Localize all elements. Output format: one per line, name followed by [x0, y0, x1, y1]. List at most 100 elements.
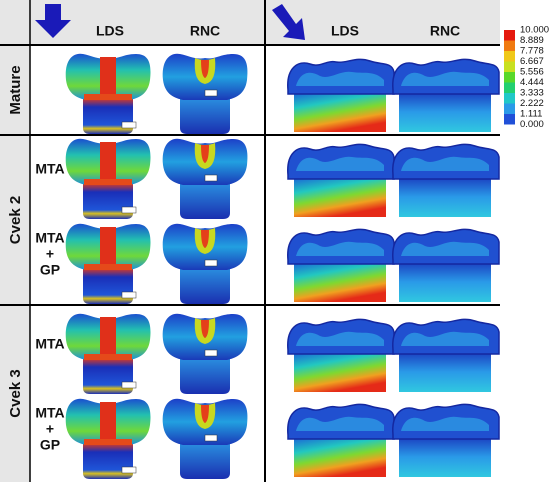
probe-label	[121, 381, 137, 389]
color-scale-label: 4.444	[520, 77, 544, 88]
color-scale-swatch	[504, 40, 515, 51]
body	[294, 437, 386, 477]
root	[180, 183, 230, 219]
fea-image	[287, 143, 395, 217]
stress-zone	[100, 402, 116, 442]
fea-image	[65, 398, 151, 479]
root	[180, 358, 230, 394]
color-scale-label: 3.333	[520, 88, 544, 99]
probe-label	[204, 349, 218, 357]
crown-inner	[296, 71, 384, 86]
root	[83, 358, 133, 394]
stress-zone	[84, 439, 132, 445]
probe-label	[204, 89, 218, 97]
root	[83, 443, 133, 479]
fea-image	[392, 318, 500, 392]
stress-zone	[201, 60, 209, 78]
probe-label	[121, 206, 137, 214]
row-label-bg	[0, 45, 30, 482]
color-scale-label: 1.111	[520, 109, 542, 120]
body	[294, 262, 386, 302]
row-label: MTA	[35, 230, 64, 246]
probe-label	[204, 434, 218, 442]
root	[180, 268, 230, 304]
stress-zone	[100, 317, 116, 357]
load-arrow-oblique	[272, 4, 305, 40]
load-arrow-vertical	[35, 4, 71, 38]
stress-zone	[100, 142, 116, 182]
fea-image	[162, 223, 248, 304]
root	[83, 268, 133, 304]
row-group-label: Cvek 3	[7, 369, 24, 417]
color-scale-swatch	[504, 61, 515, 72]
color-scale-label: 7.778	[520, 46, 544, 57]
color-scale-label: 2.222	[520, 98, 544, 109]
color-scale-swatch	[504, 103, 515, 114]
crown-inner	[296, 156, 384, 171]
stress-zone	[84, 354, 132, 360]
stress-zone	[201, 405, 209, 423]
root	[83, 183, 133, 219]
fea-image	[392, 228, 500, 302]
probe-label	[121, 121, 137, 129]
color-scale-swatch	[504, 30, 515, 41]
probe-label	[121, 466, 137, 474]
stress-zone	[201, 145, 209, 163]
color-scale-swatch	[504, 82, 515, 93]
header-bg	[0, 0, 500, 45]
fea-image	[162, 53, 248, 134]
body	[399, 437, 491, 477]
root	[180, 98, 230, 134]
body	[399, 262, 491, 302]
stress-zone	[84, 179, 132, 185]
color-scale-label: 0.000	[520, 119, 544, 130]
fea-image	[287, 228, 395, 302]
fea-image	[65, 53, 151, 134]
row-label: GP	[40, 437, 60, 453]
stress-zone	[84, 264, 132, 270]
color-scale-label: 8.889	[520, 35, 544, 46]
body	[294, 352, 386, 392]
probe-label	[204, 174, 218, 182]
fea-image	[392, 58, 500, 132]
crown-inner	[401, 416, 489, 431]
fea-image	[65, 138, 151, 219]
column-header: LDS	[96, 23, 124, 39]
fea-image	[162, 398, 248, 479]
row-label: +	[46, 246, 54, 262]
row-label: MTA	[35, 336, 64, 352]
color-scale-label: 6.667	[520, 56, 544, 67]
column-header: LDS	[331, 23, 359, 39]
stress-zone	[201, 230, 209, 248]
fea-image	[287, 58, 395, 132]
fea-image	[287, 403, 395, 477]
stress-zone	[84, 94, 132, 100]
row-label: MTA	[35, 161, 64, 177]
crown-inner	[296, 241, 384, 256]
color-scale-label: 5.556	[520, 67, 544, 78]
crown-inner	[401, 71, 489, 86]
body	[294, 92, 386, 132]
crown-inner	[296, 416, 384, 431]
color-scale-swatch	[504, 51, 515, 62]
color-scale-label: 10.000	[520, 25, 549, 36]
stress-zone	[100, 227, 116, 267]
probe-label	[204, 259, 218, 267]
row-group-label: Cvek 2	[7, 196, 24, 244]
color-scale-swatch	[504, 72, 515, 83]
row-label: GP	[40, 262, 60, 278]
fea-image	[287, 318, 395, 392]
body	[294, 177, 386, 217]
stress-zone	[201, 320, 209, 338]
probe-label	[121, 291, 137, 299]
column-header: RNC	[430, 23, 460, 39]
crown-inner	[401, 241, 489, 256]
row-label: +	[46, 421, 54, 437]
crown-inner	[401, 331, 489, 346]
stress-zone	[100, 57, 116, 97]
fea-image	[392, 143, 500, 217]
body	[399, 352, 491, 392]
body	[399, 92, 491, 132]
